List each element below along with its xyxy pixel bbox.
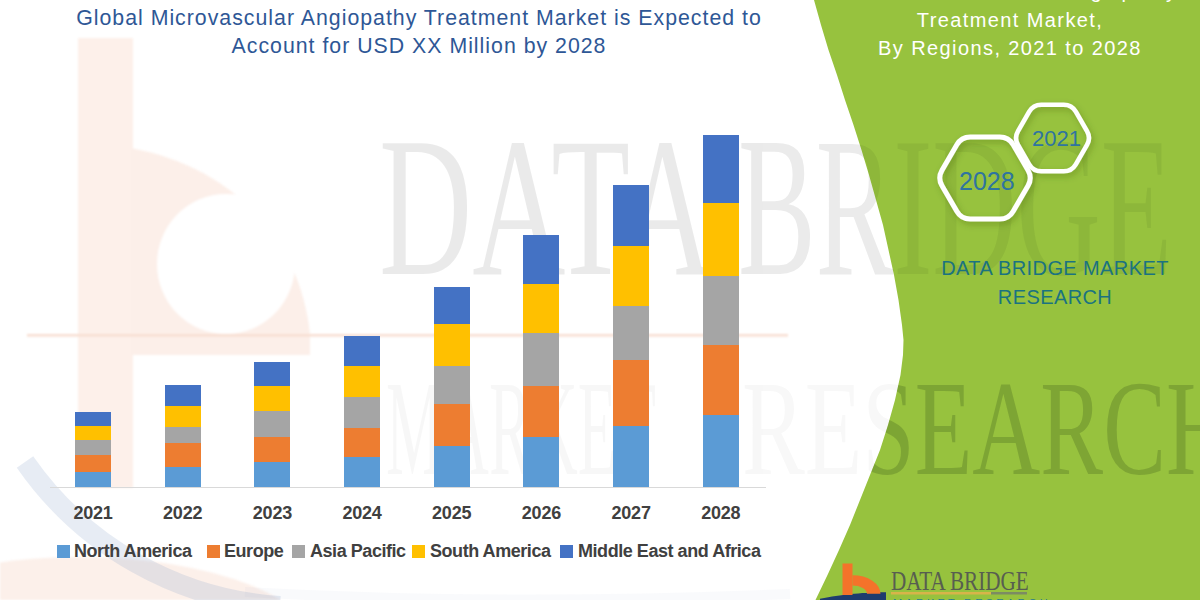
- svg-text:DATA BRIDGE: DATA BRIDGE: [891, 566, 1029, 596]
